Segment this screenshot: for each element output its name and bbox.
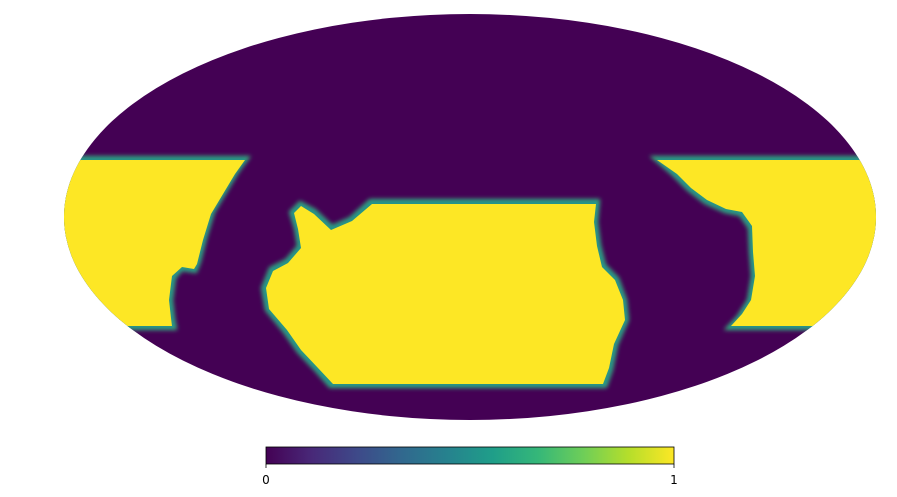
mask-region-east: [657, 160, 876, 326]
mollweide-map: [64, 14, 876, 420]
colorbar-max-label: 1: [670, 473, 678, 487]
mask-region-center: [266, 204, 625, 384]
mask-region-fills: [64, 160, 876, 384]
mask-region-west: [64, 160, 245, 326]
mask-regions: [64, 156, 876, 388]
colorbar: 0 1: [262, 446, 678, 487]
colorbar-min-label: 0: [262, 473, 270, 487]
colorbar-gradient: [265, 446, 675, 465]
